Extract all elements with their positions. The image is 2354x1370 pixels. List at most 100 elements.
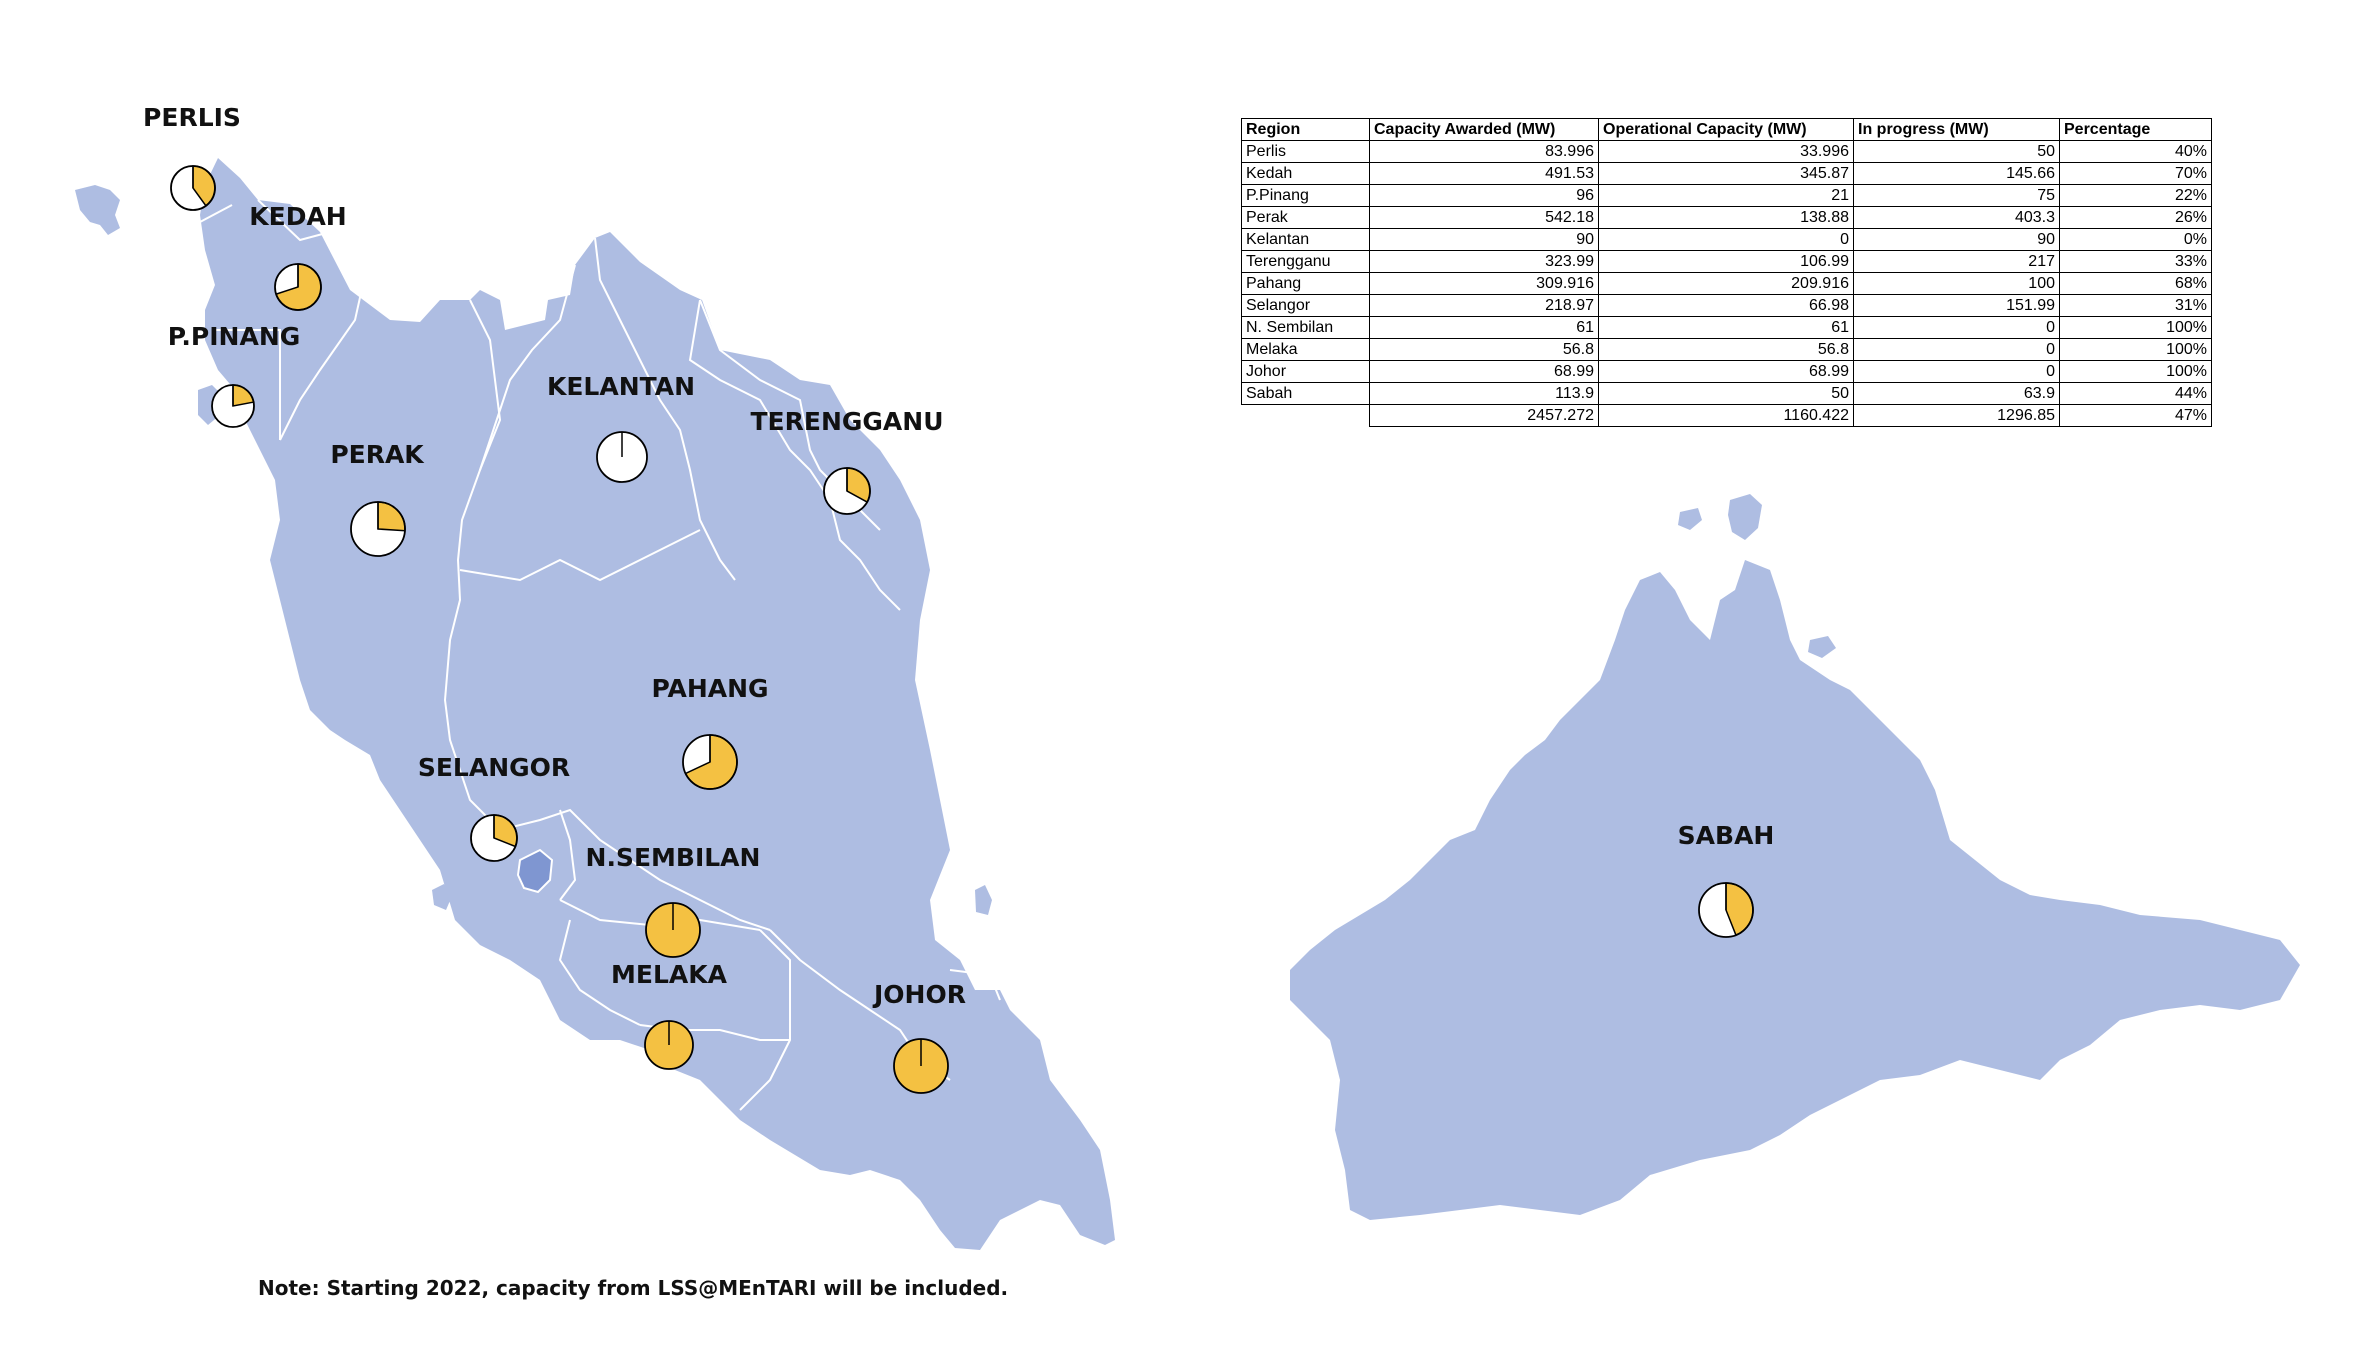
header-capacity-awarded: Capacity Awarded (MW) (1369, 118, 1599, 141)
state-label-perak: PERAK (330, 440, 425, 469)
state-label-pinang: P.PINANG (168, 322, 301, 351)
pie-chart-johor (893, 1038, 949, 1094)
pie-chart-perak (350, 501, 406, 557)
table-row: Kelantan 90 0 90 0% (1241, 228, 2212, 251)
langkawi-island (75, 185, 120, 235)
banggi-island (1728, 494, 1762, 540)
table-body: Perlis 83.996 33.996 50 40% Kedah 491.53 345.87… (1241, 140, 2212, 427)
table-row: Kedah 491.53 345.87 145.66 70% (1241, 162, 2212, 185)
cell-capacity-awarded: 491.53 (1369, 162, 1599, 185)
cell-percentage: 26% (2059, 206, 2212, 229)
cell-in-progress: 151.99 (1853, 294, 2060, 317)
pie-outline (350, 501, 406, 557)
header-region: Region (1241, 118, 1370, 141)
total-percentage: 47% (2059, 404, 2212, 427)
pie-chart-melaka (644, 1020, 694, 1070)
cell-in-progress: 100 (1853, 272, 2060, 295)
cell-percentage: 70% (2059, 162, 2212, 185)
state-label-sabah: SABAH (1678, 821, 1775, 850)
state-labels: PERLIS KEDAH P.PINANG PERAK KELANTAN TERENGGA… (143, 103, 1774, 1009)
cell-capacity-awarded: 218.97 (1369, 294, 1599, 317)
cell-capacity-awarded: 56.8 (1369, 338, 1599, 361)
table-row: Johor 68.99 68.99 0 100% (1241, 360, 2212, 383)
state-label-pahang: PAHANG (651, 674, 768, 703)
header-in-progress: In progress (MW) (1853, 118, 2060, 141)
pie-outline (1698, 882, 1754, 938)
pie-chart-selangor (470, 814, 518, 862)
pie-chart-pahang (682, 734, 738, 790)
table-row: Melaka 56.8 56.8 0 100% (1241, 338, 2212, 361)
cell-operational-capacity: 21 (1598, 184, 1854, 207)
cell-percentage: 44% (2059, 382, 2212, 405)
sabah-landmass (1290, 560, 2300, 1220)
cell-region: Pahang (1241, 272, 1370, 295)
total-in-progress: 1296.85 (1853, 404, 2060, 427)
cell-operational-capacity: 56.8 (1598, 338, 1854, 361)
pie-chart-nsembilan (645, 902, 701, 958)
state-label-terengganu: TERENGGANU (751, 407, 944, 436)
table-row: Pahang 309.916 209.916 100 68% (1241, 272, 2212, 295)
cell-percentage: 40% (2059, 140, 2212, 163)
pie-outline (470, 814, 518, 862)
cell-capacity-awarded: 61 (1369, 316, 1599, 339)
tioman-island (975, 885, 992, 915)
cell-in-progress: 50 (1853, 140, 2060, 163)
state-label-johor: JOHOR (872, 980, 966, 1009)
table-row: P.Pinang 96 21 75 22% (1241, 184, 2212, 207)
total-region (1241, 404, 1370, 427)
table-row: Terengganu 323.99 106.99 217 33% (1241, 250, 2212, 273)
table-row: N. Sembilan 61 61 0 100% (1241, 316, 2212, 339)
pangkor-island (432, 884, 452, 910)
kuala-lumpur-area (516, 848, 554, 894)
cell-capacity-awarded: 309.916 (1369, 272, 1599, 295)
state-label-melaka: MELAKA (611, 960, 728, 989)
footnote: Note: Starting 2022, capacity from LSS@M… (258, 1276, 1009, 1300)
cell-percentage: 100% (2059, 338, 2212, 361)
pie-outline (211, 384, 255, 428)
cell-region: Kelantan (1241, 228, 1370, 251)
cell-percentage: 22% (2059, 184, 2212, 207)
small-island-north (1678, 508, 1702, 530)
state-label-perlis: PERLIS (143, 103, 241, 132)
cell-capacity-awarded: 90 (1369, 228, 1599, 251)
table-row: Selangor 218.97 66.98 151.99 31% (1241, 294, 2212, 317)
cell-operational-capacity: 0 (1598, 228, 1854, 251)
cell-in-progress: 90 (1853, 228, 2060, 251)
cell-percentage: 100% (2059, 360, 2212, 383)
cell-region: Melaka (1241, 338, 1370, 361)
peninsular-malaysia-landmass (200, 158, 1115, 1250)
cell-capacity-awarded: 68.99 (1369, 360, 1599, 383)
pie-outline (893, 1038, 949, 1094)
pie-chart-terengganu (823, 467, 871, 515)
pie-outline (274, 263, 322, 311)
cell-capacity-awarded: 323.99 (1369, 250, 1599, 273)
cell-in-progress: 0 (1853, 338, 2060, 361)
pie-outline (823, 467, 871, 515)
cell-region: N. Sembilan (1241, 316, 1370, 339)
table-row: Perlis 83.996 33.996 50 40% (1241, 140, 2212, 163)
cell-operational-capacity: 33.996 (1598, 140, 1854, 163)
capacity-table: Region Capacity Awarded (MW) Operational… (1241, 118, 2212, 427)
cell-operational-capacity: 209.916 (1598, 272, 1854, 295)
pie-outline (645, 902, 701, 958)
cell-in-progress: 403.3 (1853, 206, 2060, 229)
state-label-kedah: KEDAH (249, 202, 346, 231)
cell-in-progress: 145.66 (1853, 162, 2060, 185)
cell-percentage: 100% (2059, 316, 2212, 339)
cell-in-progress: 63.9 (1853, 382, 2060, 405)
state-label-selangor: SELANGOR (418, 753, 570, 782)
cell-in-progress: 217 (1853, 250, 2060, 273)
pie-chart-perlis (170, 165, 216, 211)
pie-outline (644, 1020, 694, 1070)
header-percentage: Percentage (2059, 118, 2212, 141)
cell-in-progress: 0 (1853, 316, 2060, 339)
cell-percentage: 33% (2059, 250, 2212, 273)
cell-region: Terengganu (1241, 250, 1370, 273)
pie-outline (682, 734, 738, 790)
total-operational-capacity: 1160.422 (1598, 404, 1854, 427)
total-capacity-awarded: 2457.272 (1369, 404, 1599, 427)
pie-outline (170, 165, 216, 211)
cell-in-progress: 75 (1853, 184, 2060, 207)
cell-operational-capacity: 138.88 (1598, 206, 1854, 229)
state-label-nsembilan: N.SEMBILAN (586, 843, 761, 872)
